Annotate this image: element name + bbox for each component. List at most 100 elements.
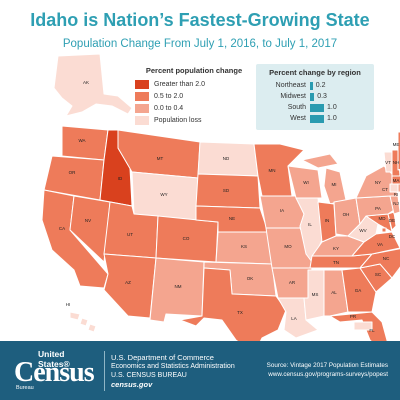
label-al: AL [331,290,337,295]
state-ga [341,267,377,313]
label-tx: TX [237,310,243,315]
source-url-link[interactable]: www.census.gov/programs-surveys/popest [268,371,388,378]
label-pa: PA [375,206,381,211]
label-mn: MN [269,168,276,173]
territory-pr [353,321,373,331]
label-ne: NE [229,216,235,221]
state-hi [69,311,97,333]
state-tx [179,267,287,341]
legend-item-greater-than-2: Greater than 2.0 [135,79,253,89]
source-line: Source: Vintage 2017 Population Estimate… [266,362,388,369]
state-mn [253,143,305,197]
dept-line-esa: Economics and Statistics Administration [111,363,235,370]
label-az: AZ [125,280,131,285]
region-value: 0.3 [317,93,327,100]
legend-item-0-5-to-2: 0.5 to 2.0 [135,91,253,101]
label-ut: UT [127,232,133,237]
region-row-south: South 1.0 [256,103,374,114]
legend-swatch [135,115,149,125]
region-value: 0.2 [315,82,326,89]
label-nm: NM [175,284,182,289]
label-sd: SD [223,188,230,193]
region-name: South [287,104,306,111]
label-de: DE [389,218,395,223]
census-website-link[interactable]: census.gov [111,380,153,389]
legend-region-change: Percent change by region Northeast 0.2 Mi… [256,64,374,130]
region-row-northeast: Northeast 0.2 [256,81,374,92]
us-states-map: AK WA OR CA NV ID MT WY UT CO AZ NM ND S… [41,53,400,341]
region-name: Northeast [275,82,306,89]
legend-region-title: Percent change by region [269,68,361,77]
state-wa [61,125,109,161]
label-mi: MI [332,182,337,187]
footer-divider [104,351,105,391]
label-in: IN [325,218,330,223]
label-la: LA [291,316,297,321]
label-tn: TN [333,260,339,265]
dept-line-census: U.S. CENSUS BUREAU [111,372,187,379]
region-bar [310,104,324,112]
label-dc: DC [389,234,396,239]
label-mt: MT [157,156,164,161]
logo-bottom-text: Bureau [16,385,34,391]
label-ak: AK [83,80,89,85]
legend-swatch [135,91,149,101]
label-sc: SC [375,272,382,277]
source-note: Source: Vintage 2017 Population Estimate… [267,361,388,379]
label-ky: KY [333,246,339,251]
map-title: Idaho is Nation’s Fastest-Growing State [30,10,370,30]
label-co: CO [183,236,190,241]
footer-banner: United States® Census Bureau U.S. Depart… [0,341,400,400]
state-az [103,253,157,319]
label-ia: IA [280,208,284,213]
label-ny: NY [375,180,381,185]
state-ct [389,183,399,193]
census-bureau-logo: United States® Census Bureau [14,349,95,393]
region-row-west: West 1.0 [256,114,374,125]
legend-item-population-loss: Population loss [135,115,253,125]
legend-swatch [135,79,149,89]
region-bar [310,115,324,123]
region-name: Midwest [280,93,306,100]
label-ks: KS [241,244,247,249]
label-nj: NJ [393,201,399,206]
label-ga: GA [355,288,362,293]
legend-swatch [135,103,149,113]
logo-top-text: United States® [38,349,70,369]
label-wv: WV [359,228,366,233]
label-il: IL [308,222,312,227]
state-de [387,211,397,231]
state-nv [69,195,111,263]
label-wi: WI [303,180,309,185]
label-pr: PR [350,314,357,319]
state-fl [329,311,388,341]
legend-item-label: Population loss [154,116,202,124]
label-wy: WY [160,192,167,197]
label-nh: NH [393,160,400,165]
state-nm [149,257,205,323]
label-wa: WA [78,138,85,143]
region-name: West [290,115,306,122]
region-value: 1.0 [327,104,337,111]
legend-change-title: Percent population change [145,66,243,75]
label-vt: VT [385,160,391,165]
label-ma: MA [393,178,400,183]
label-ri: RI [394,192,399,197]
state-ma [391,175,400,185]
legend-item-0-to-0-4: 0.0 to 0.4 [135,103,253,113]
label-ca: CA [59,226,65,231]
state-dc [381,227,387,233]
dept-line-commerce: U.S. Department of Commerce [111,353,214,362]
label-nv: NV [85,218,91,223]
legend-item-label: Greater than 2.0 [154,80,205,88]
logo-main-text: Census [14,357,95,388]
label-hi: HI [66,302,71,307]
region-bar [310,82,313,90]
label-nd: ND [223,156,230,161]
label-md: MD [379,216,387,221]
state-ak [53,53,133,117]
label-mo: MO [284,244,292,249]
label-ct: CT [382,187,388,192]
label-nc: NC [383,256,390,261]
